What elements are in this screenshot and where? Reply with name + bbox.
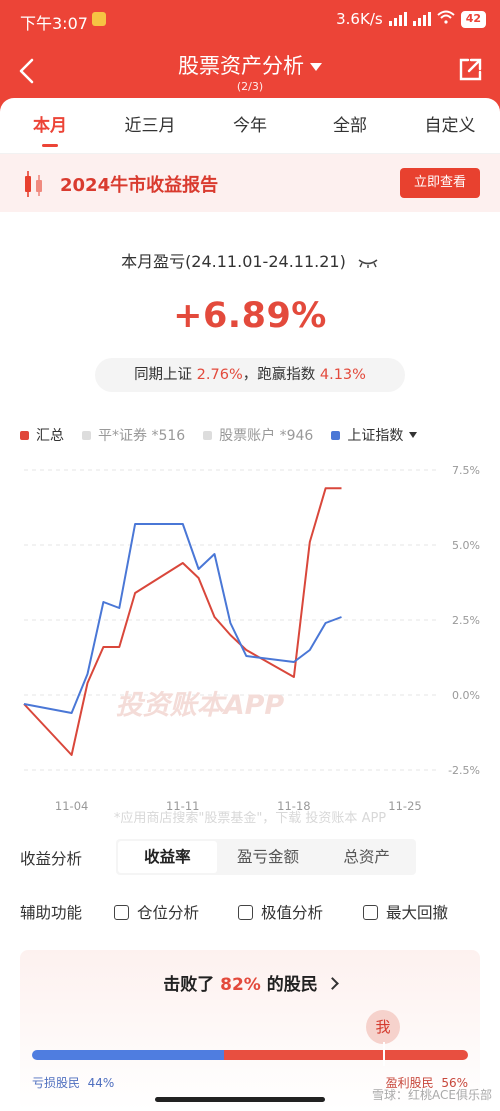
period-text: 本月盈亏(24.11.01-24.11.21): [121, 252, 346, 271]
tab-all[interactable]: 全部: [333, 116, 367, 136]
my-position-badge: 我: [366, 1010, 400, 1044]
max-drawdown-checkbox[interactable]: 最大回撤: [363, 901, 448, 923]
beat-value: 82%: [220, 975, 261, 995]
x-tick-label: 11-25: [388, 799, 421, 813]
legend-label: 股票账户 *946: [219, 428, 314, 444]
hide-eye-icon[interactable]: [357, 257, 379, 269]
back-arrow-icon[interactable]: [14, 56, 40, 86]
extreme-analysis-checkbox[interactable]: 极值分析: [238, 901, 323, 923]
signal-2-icon: [412, 12, 431, 26]
status-right: 3.6K/s 42: [336, 10, 486, 28]
y-tick-label: -2.5%: [448, 764, 480, 777]
tab-this-month[interactable]: 本月: [0, 98, 100, 153]
wifi-icon: [437, 10, 455, 28]
month-return: +6.89%: [173, 296, 327, 336]
win-label: 盈利股民 56%: [385, 1076, 468, 1090]
compare-prefix: 同期上证: [134, 367, 193, 383]
tab-three-months[interactable]: 近三月: [124, 116, 176, 136]
checkbox-label: 最大回撤: [386, 904, 449, 922]
legend-index-dropdown[interactable]: 上证指数: [331, 425, 418, 445]
checkbox-label: 极值分析: [261, 904, 324, 922]
y-tick-label: 2.5%: [452, 614, 480, 627]
chart-legend: 汇总 平*证券 *516 股票账户 *946 上证指数: [20, 424, 490, 446]
loss-segment: [32, 1050, 224, 1060]
tab-custom[interactable]: 自定义: [424, 116, 476, 136]
status-bar: 下午3:07 3.6K/s 42: [0, 0, 500, 40]
series-line-index: [23, 523, 342, 714]
home-indicator[interactable]: [155, 1097, 325, 1102]
index-compare: 同期上证 2.76%，跑赢指数 4.13%: [95, 358, 405, 392]
series-line-total: [23, 487, 342, 756]
banner-text: 2024牛市收益报告: [60, 175, 219, 196]
chart-watermark: 投资账本APP: [116, 690, 285, 721]
y-tick-label: 5.0%: [452, 539, 480, 552]
share-icon[interactable]: [456, 56, 484, 84]
return-line-chart[interactable]: 7.5% 5.0% 2.5% 0.0% -2.5% 投资账本APP *应用商店搜索"股票基金…: [0, 454, 500, 824]
win-segment: [223, 1050, 468, 1060]
option-total-assets[interactable]: 总资产: [343, 848, 390, 866]
beat-investors-card[interactable]: 击败了 82% 的股民 我 亏损股民 44% 盈利股民 56%: [20, 950, 480, 1110]
page-title: 股票资产分析: [178, 54, 304, 78]
compare-beat-value: 4.13%: [319, 367, 366, 383]
legend-account-946[interactable]: 股票账户 *946: [203, 425, 313, 445]
y-tick-label: 0.0%: [452, 689, 480, 702]
legend-dot: [82, 430, 91, 440]
y-tick-label: 7.5%: [452, 464, 480, 477]
option-return-rate[interactable]: 收益率: [118, 841, 217, 873]
checkbox-icon: [238, 904, 253, 920]
compare-index-value: 2.76%: [196, 367, 243, 383]
my-position-marker: [383, 1042, 385, 1066]
loss-label: 亏损股民 44%: [32, 1076, 115, 1090]
analysis-label: 收益分析: [20, 850, 83, 868]
period-label: 本月盈亏(24.11.01-24.11.21): [0, 248, 500, 272]
bottom-watermark: 雪球：红桃ACE俱乐部: [372, 1088, 492, 1102]
signal-icon: [388, 12, 407, 26]
distribution-bar: [32, 1050, 468, 1060]
view-report-button[interactable]: 立即查看: [400, 168, 480, 198]
legend-label: 汇总: [36, 428, 64, 444]
checkbox-label: 仓位分析: [137, 904, 200, 922]
legend-dot: [203, 430, 213, 440]
tab-this-year[interactable]: 今年: [233, 116, 267, 136]
candlestick-icon: [25, 171, 42, 197]
option-profit-amount[interactable]: 盈亏金额: [237, 848, 300, 866]
network-speed: 3.6K/s: [336, 10, 383, 28]
compare-mid: ，跑赢指数: [242, 367, 316, 383]
caret-down-icon: [310, 63, 322, 71]
beat-prefix: 击败了: [163, 975, 215, 995]
beat-suffix: 的股民: [266, 975, 318, 995]
page-index: (2/3): [236, 80, 264, 93]
position-analysis-checkbox[interactable]: 仓位分析: [114, 901, 199, 923]
x-tick-label: 11-04: [55, 799, 88, 813]
checkbox-icon: [114, 904, 129, 920]
analysis-segmented-control: 收益率 盈亏金额 总资产: [116, 839, 416, 875]
content-panel: 本月 近三月 今年 全部 自定义 2024牛市收益报告 立即查看 本月盈亏(24…: [0, 98, 500, 1111]
beat-text: 击败了 82% 的股民: [20, 970, 480, 995]
legend-account-516[interactable]: 平*证券 *516: [82, 425, 185, 445]
notification-icon: [92, 12, 106, 26]
period-tabs: 本月 近三月 今年 全部 自定义: [0, 98, 500, 154]
x-tick-label: 11-18: [277, 799, 310, 813]
legend-label: 平*证券 *516: [98, 428, 186, 444]
checkbox-icon: [363, 904, 378, 920]
page-title-dropdown[interactable]: 股票资产分析: [0, 50, 500, 80]
analysis-row: 收益分析 收益率 盈亏金额 总资产: [20, 839, 490, 875]
status-time: 下午3:07: [20, 14, 88, 33]
battery-indicator: 42: [460, 10, 486, 28]
aux-functions-row: 辅助功能 仓位分析 极值分析 最大回撤: [20, 898, 490, 924]
legend-dot: [331, 430, 341, 440]
top-app-bar: 下午3:07 3.6K/s 42 股票资产分析 (2/3): [0, 0, 500, 112]
chart-footnote: *应用商店搜索"股票基金"，下载 投资账本 APP: [114, 810, 386, 824]
x-tick-label: 11-11: [166, 799, 199, 813]
aux-label: 辅助功能: [20, 904, 83, 922]
nav-bar: 股票资产分析 (2/3): [0, 44, 500, 102]
legend-dot: [20, 430, 29, 440]
legend-total[interactable]: 汇总: [20, 425, 64, 445]
report-banner[interactable]: 2024牛市收益报告 立即查看: [0, 154, 500, 212]
legend-label: 上证指数: [347, 428, 404, 444]
caret-down-icon: [409, 432, 418, 438]
chevron-right-icon: [325, 977, 339, 990]
